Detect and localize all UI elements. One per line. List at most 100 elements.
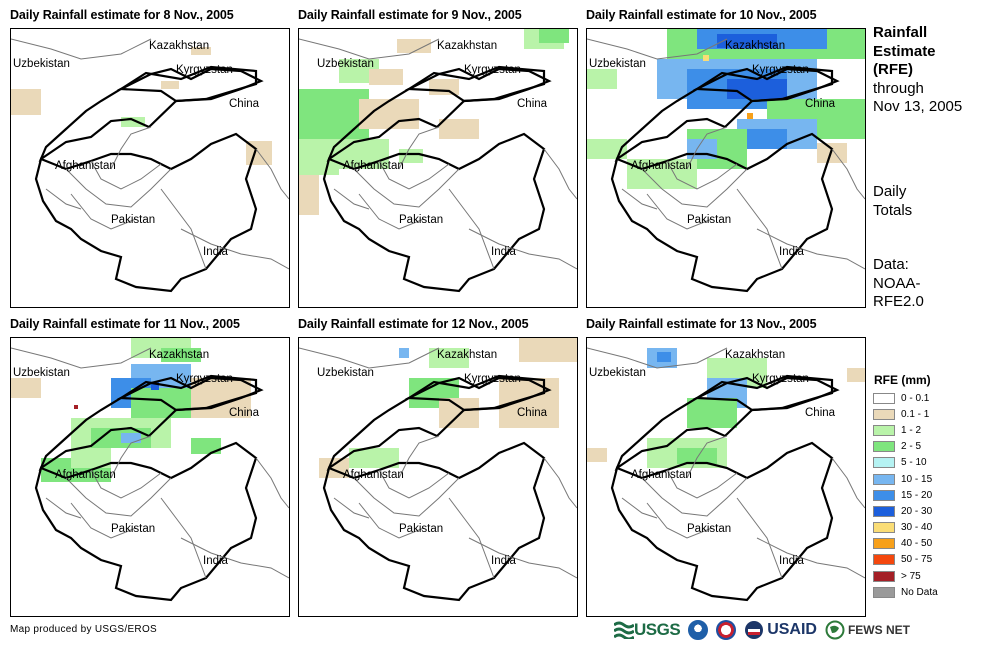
- rainfall-overlay: [299, 29, 569, 215]
- label-afghanistan: Afghanistan: [631, 469, 692, 481]
- label-kyrgyzstan: Kyrgyzstan: [752, 373, 809, 385]
- legend: 0 - 0.1 0.1 - 1 1 - 2 2 - 5 5 - 10 10 - 15 15 …: [873, 390, 938, 600]
- period-line: Totals: [873, 201, 913, 219]
- label-pakistan: Pakistan: [111, 214, 155, 226]
- label-afghanistan: Afghanistan: [55, 160, 116, 172]
- usgs-wordmark: USGS: [634, 620, 681, 639]
- legend-item: 2 - 5: [873, 439, 938, 455]
- province-boundaries: [299, 347, 577, 579]
- country-boundaries: [34, 65, 264, 293]
- period-line: Daily: [873, 183, 907, 200]
- label-kazakhstan: Kazakhstan: [149, 40, 209, 52]
- label-china: China: [229, 98, 260, 110]
- label-kazakhstan: Kazakhstan: [149, 349, 209, 361]
- title-line: (RFE): [873, 61, 913, 78]
- legend-label: 0 - 0.1: [901, 392, 930, 404]
- usaid-logo: USAID: [744, 620, 817, 640]
- panel-title: Daily Rainfall estimate for 9 Nov., 2005: [298, 8, 522, 22]
- label-china: China: [517, 407, 548, 419]
- label-china: China: [805, 98, 836, 110]
- map-panel-nov-11: Daily Rainfall estimate for 11 Nov., 200…: [10, 317, 310, 617]
- label-kazakhstan: Kazakhstan: [725, 40, 785, 52]
- usgs-wave-icon: [614, 621, 634, 639]
- legend-swatch: [873, 392, 895, 404]
- label-kyrgyzstan: Kyrgyzstan: [176, 373, 233, 385]
- label-uzbekistan: Uzbekistan: [589, 367, 646, 379]
- rainfall-map: Kazakhstan Uzbekistan Kyrgyzstan China A…: [10, 337, 290, 617]
- label-afghanistan: Afghanistan: [631, 160, 692, 172]
- label-india: India: [203, 246, 229, 258]
- label-india: India: [491, 555, 517, 567]
- map-svg: Kazakhstan Uzbekistan Kyrgyzstan China A…: [587, 29, 865, 293]
- legend-item: 5 - 10: [873, 455, 938, 471]
- legend-item: 20 - 30: [873, 503, 938, 519]
- label-uzbekistan: Uzbekistan: [317, 367, 374, 379]
- rainfall-map: Kazakhstan Uzbekistan Kyrgyzstan China A…: [586, 337, 866, 617]
- label-pakistan: Pakistan: [687, 214, 731, 226]
- legend-swatch: [873, 554, 895, 566]
- label-india: India: [203, 555, 229, 567]
- nws-logo: [716, 620, 737, 640]
- noaa-logo: [688, 620, 709, 640]
- rainfall-map: Kazakhstan Uzbekistan Kyrgyzstan China A…: [10, 28, 290, 308]
- label-uzbekistan: Uzbekistan: [317, 58, 374, 70]
- usaid-wordmark: USAID: [767, 621, 817, 638]
- label-pakistan: Pakistan: [399, 214, 443, 226]
- legend-label: 2 - 5: [901, 441, 922, 453]
- panel-title: Daily Rainfall estimate for 8 Nov., 2005: [10, 8, 234, 22]
- legend-swatch: [873, 424, 895, 436]
- label-kazakhstan: Kazakhstan: [437, 40, 497, 52]
- usgs-logo: USGS: [614, 620, 681, 640]
- map-svg: Kazakhstan Uzbekistan Kyrgyzstan China A…: [299, 29, 577, 293]
- title-line: Rainfall: [873, 24, 928, 41]
- legend-item: > 75: [873, 568, 938, 584]
- panel-title: Daily Rainfall estimate for 10 Nov., 200…: [586, 8, 817, 22]
- label-china: China: [805, 407, 836, 419]
- label-india: India: [779, 246, 805, 258]
- legend-label: No Data: [901, 586, 938, 598]
- map-svg: Kazakhstan Uzbekistan Kyrgyzstan China A…: [587, 347, 865, 602]
- label-india: India: [491, 246, 517, 258]
- credit-text: Map produced by USGS/EROS: [10, 624, 158, 635]
- legend-item: 0 - 0.1: [873, 390, 938, 406]
- panel-title: Daily Rainfall estimate for 12 Nov., 200…: [298, 317, 529, 331]
- map-panel-nov-10: Daily Rainfall estimate for 10 Nov., 200…: [586, 8, 886, 308]
- label-kazakhstan: Kazakhstan: [437, 349, 497, 361]
- map-svg: Kazakhstan Uzbekistan Kyrgyzstan China A…: [11, 38, 289, 293]
- legend-label: 50 - 75: [901, 554, 933, 566]
- through-line: through: [873, 79, 924, 97]
- country-boundaries: [610, 65, 840, 293]
- panel-title: Daily Rainfall estimate for 11 Nov., 200…: [10, 317, 240, 331]
- sidebar-title: Rainfall Estimate (RFE) through Nov 13, …: [873, 24, 962, 117]
- label-uzbekistan: Uzbekistan: [13, 58, 70, 70]
- legend-swatch: [873, 505, 895, 517]
- map-svg: Kazakhstan Uzbekistan Kyrgyzstan China A…: [11, 338, 289, 602]
- label-afghanistan: Afghanistan: [343, 160, 404, 172]
- map-panel-nov-8: Daily Rainfall estimate for 8 Nov., 2005: [10, 8, 310, 308]
- logo-strip: USGS USAID FEWS NET: [614, 618, 918, 642]
- legend-item: 50 - 75: [873, 552, 938, 568]
- legend-label: 10 - 15: [901, 473, 933, 485]
- panel-title: Daily Rainfall estimate for 13 Nov., 200…: [586, 317, 817, 331]
- label-uzbekistan: Uzbekistan: [13, 367, 70, 379]
- title-line: Estimate: [873, 42, 936, 60]
- legend-label: 1 - 2: [901, 424, 922, 436]
- fews-logo: FEWS NET: [825, 620, 910, 640]
- province-boundaries: [11, 38, 289, 270]
- country-boundaries: [34, 374, 264, 602]
- through-line: Nov 13, 2005: [873, 98, 963, 115]
- legend-label: 30 - 40: [901, 522, 933, 534]
- label-kyrgyzstan: Kyrgyzstan: [464, 373, 521, 385]
- label-pakistan: Pakistan: [399, 523, 443, 535]
- label-kyrgyzstan: Kyrgyzstan: [464, 64, 521, 76]
- province-boundaries: [299, 38, 577, 270]
- legend-swatch: [873, 473, 895, 485]
- label-pakistan: Pakistan: [687, 523, 731, 535]
- label-india: India: [779, 555, 805, 567]
- data-line: Data:: [873, 256, 909, 273]
- label-pakistan: Pakistan: [111, 523, 155, 535]
- fews-wordmark: FEWS NET: [847, 623, 910, 637]
- legend-swatch: [873, 441, 895, 453]
- rainfall-map: Kazakhstan Uzbekistan Kyrgyzstan China A…: [298, 337, 578, 617]
- legend-item: 0.1 - 1: [873, 406, 938, 422]
